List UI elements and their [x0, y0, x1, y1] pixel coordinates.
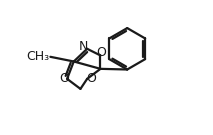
Text: O: O	[96, 46, 106, 59]
Text: CH₃: CH₃	[26, 50, 49, 63]
Text: N: N	[78, 40, 88, 53]
Text: O: O	[59, 72, 69, 85]
Text: O: O	[86, 72, 96, 85]
